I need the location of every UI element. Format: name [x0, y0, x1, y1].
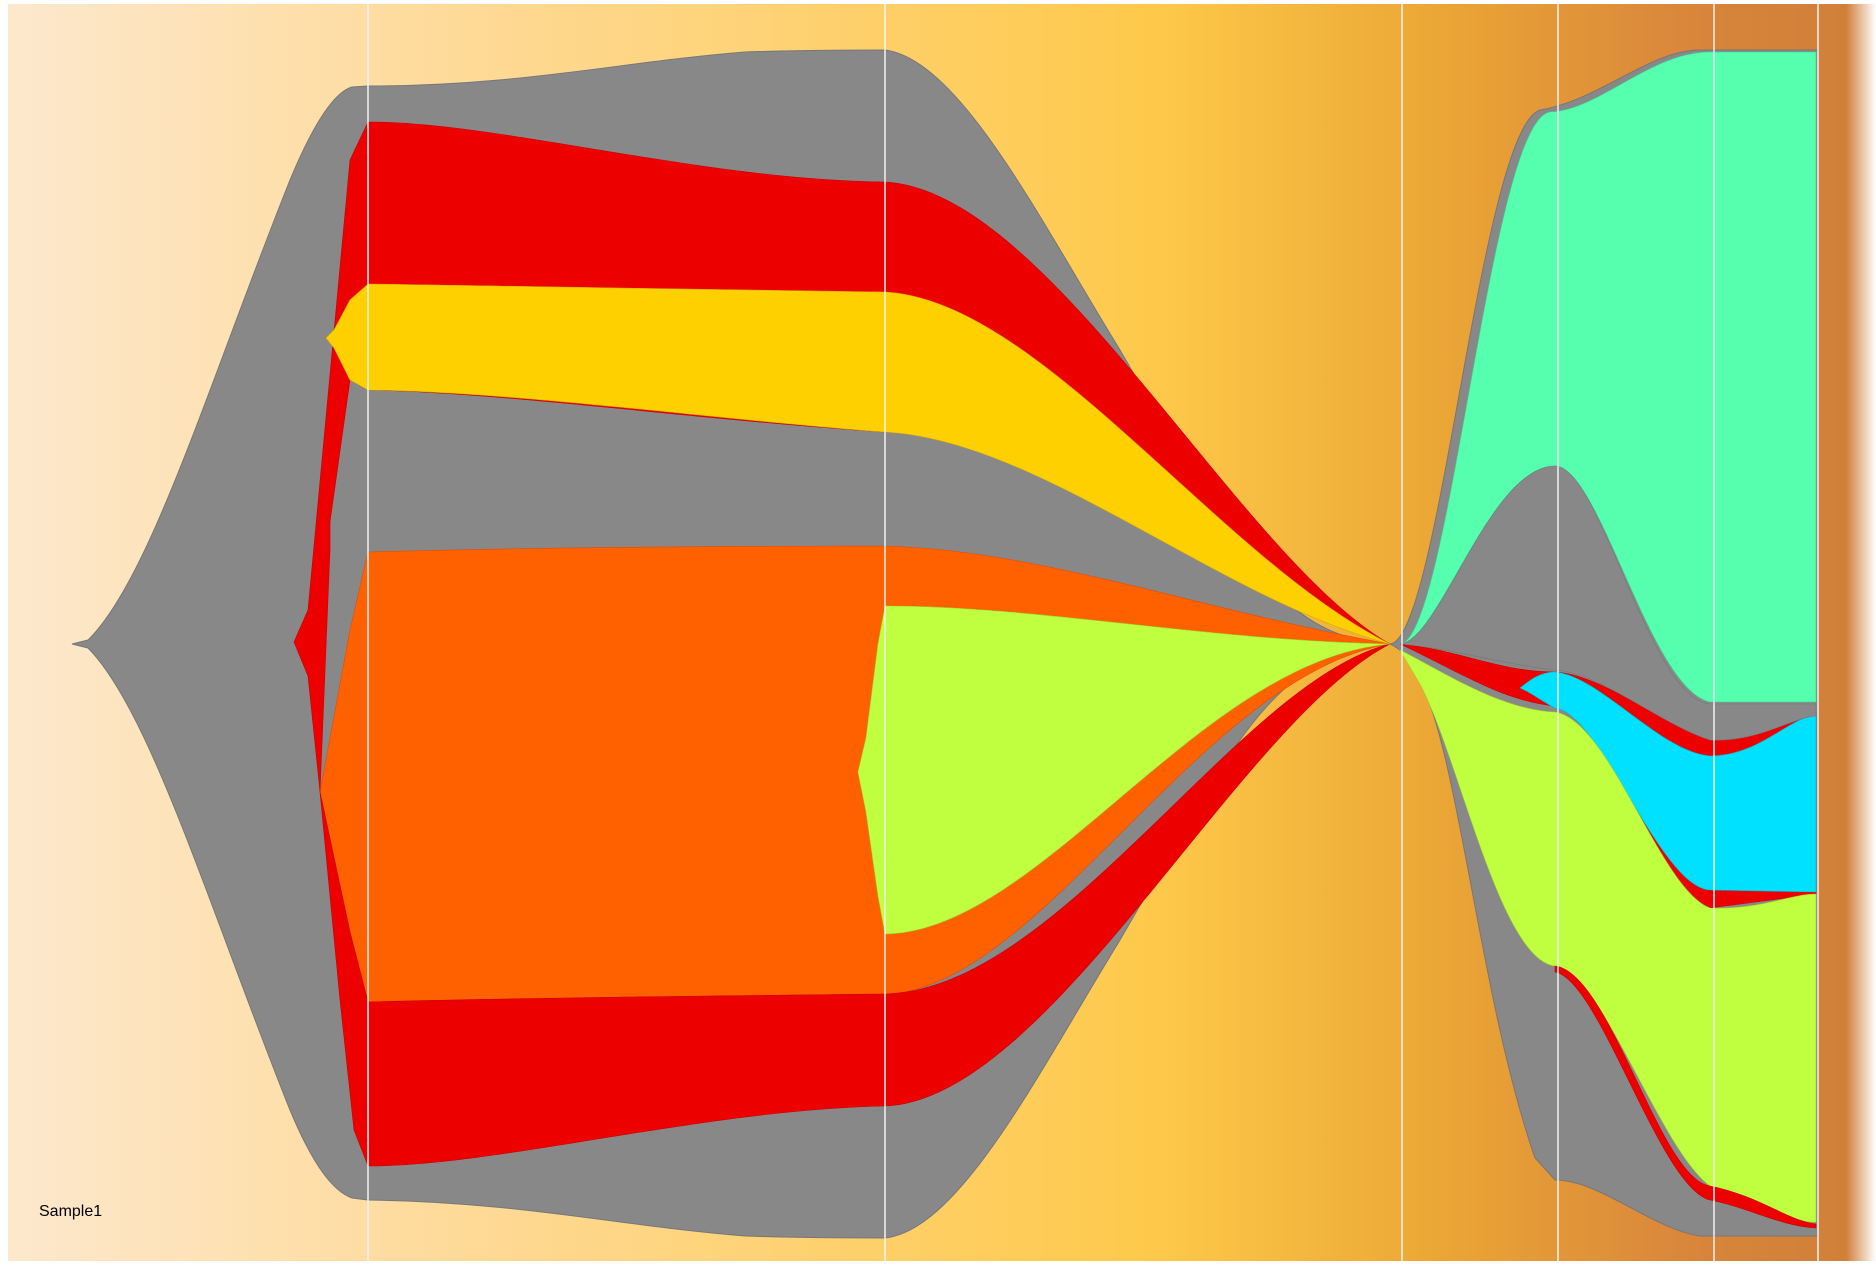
- clone-lime-left: [857, 605, 1391, 935]
- sample-label: Sample1: [39, 1203, 103, 1220]
- clone-gray-inner-right: [1399, 465, 1817, 741]
- timepoint-lines: [367, 4, 1819, 1261]
- clone-red-right-lower: [1554, 965, 1817, 1229]
- plot-bottom-edge: [0, 1261, 1876, 1269]
- plot-right-edge-fade: [1846, 4, 1876, 1269]
- clone-cyan: [1519, 671, 1817, 893]
